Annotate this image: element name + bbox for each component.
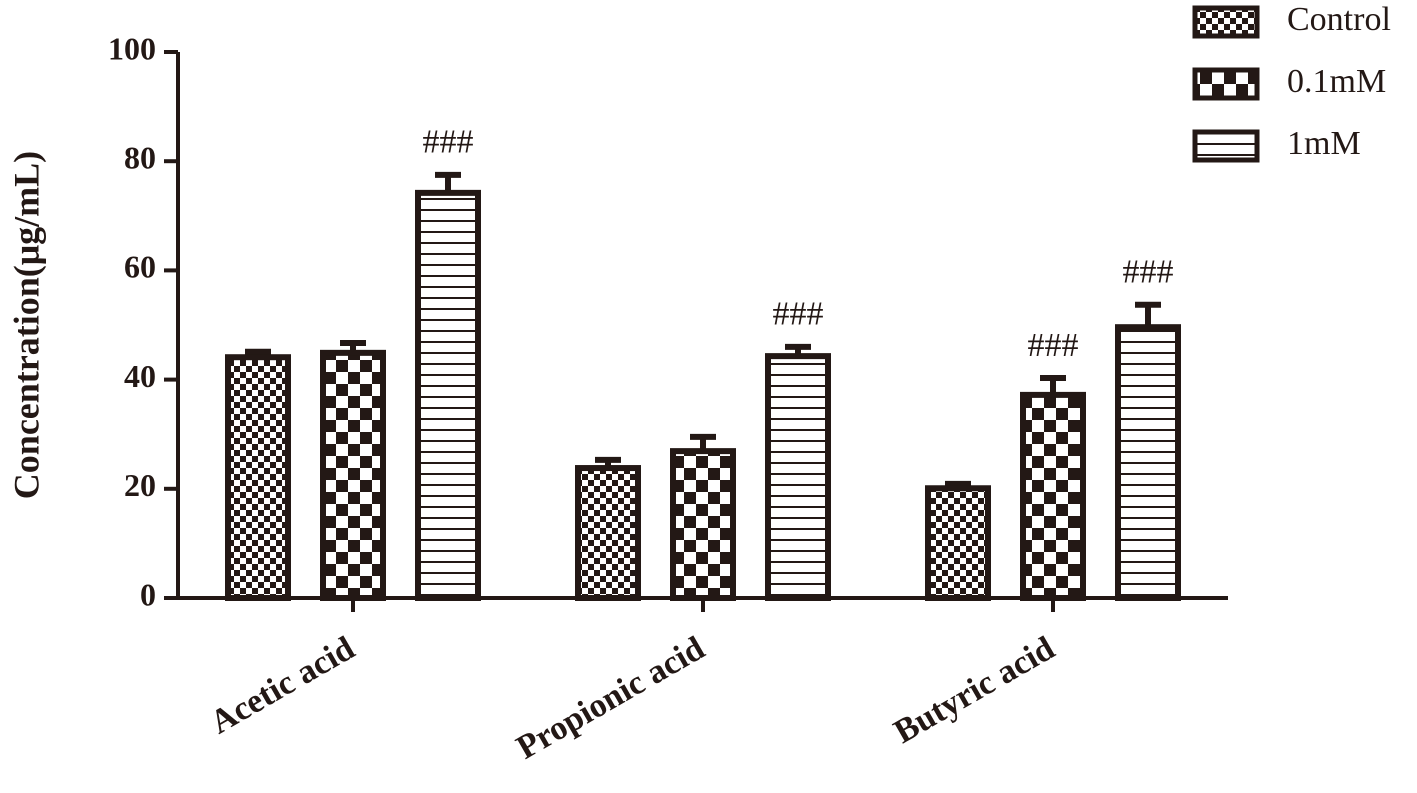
bar xyxy=(1020,391,1086,601)
y-tick-label: 0 xyxy=(140,576,156,612)
x-tick-label: Acetic acid xyxy=(204,630,361,742)
y-tick-label: 80 xyxy=(124,140,156,176)
bar xyxy=(765,353,831,602)
bar xyxy=(415,189,481,601)
bar xyxy=(320,349,386,602)
y-tick-label: 60 xyxy=(124,249,156,285)
legend-swatch xyxy=(1192,129,1260,163)
bar xyxy=(925,485,991,601)
legend-label: Control xyxy=(1287,1,1391,38)
legend-swatch xyxy=(1192,5,1260,39)
annotation: ### xyxy=(423,124,474,161)
bar xyxy=(670,448,736,601)
annotation: ### xyxy=(773,296,824,333)
bar xyxy=(225,354,291,601)
y-tick-label: 40 xyxy=(124,358,156,394)
annotation: ### xyxy=(1028,327,1079,364)
y-tick-label: 20 xyxy=(124,467,156,503)
annotation: ### xyxy=(1123,254,1174,291)
legend-swatch xyxy=(1192,67,1260,101)
y-tick-label: 100 xyxy=(108,30,156,66)
x-tick-label: Butyric acid xyxy=(888,630,1061,751)
bar xyxy=(575,465,641,601)
y-axis-label: Concentration(μg/mL) xyxy=(6,151,46,499)
x-tick-label: Propionic acid xyxy=(511,630,711,767)
legend-label: 0.1mM xyxy=(1287,63,1386,100)
bar xyxy=(1115,324,1181,601)
legend-label: 1mM xyxy=(1287,125,1361,162)
